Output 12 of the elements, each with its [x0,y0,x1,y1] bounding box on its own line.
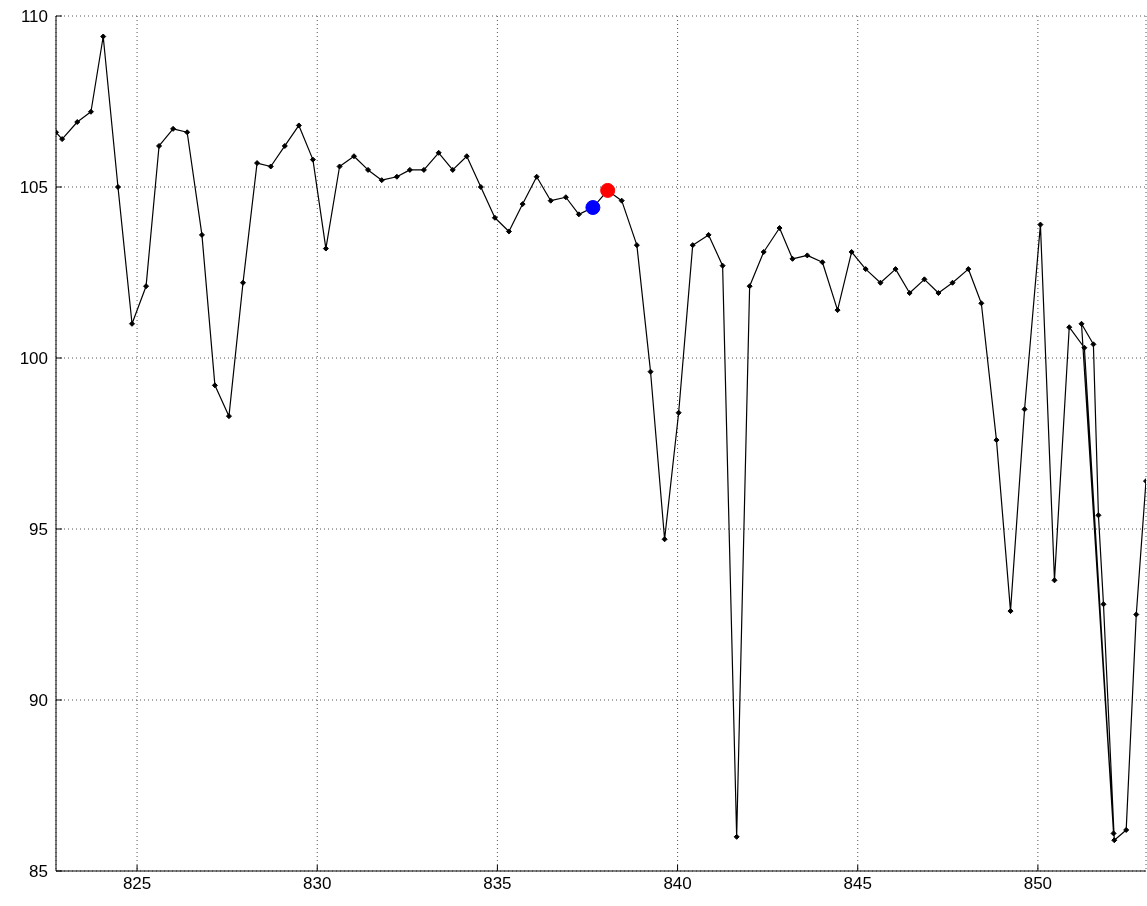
x-tick-label: 830 [303,874,332,894]
x-tick-label: 825 [122,874,152,894]
y-tick-label: 85 [29,862,48,882]
x-tick-label: 840 [663,874,692,894]
x-tick-label: 850 [1023,874,1053,894]
y-tick-label: 100 [19,349,48,369]
x-tick-label: 845 [843,874,872,894]
y-tick-label: 95 [29,520,48,540]
x-tick-label: 835 [483,874,512,894]
y-tick-label: 90 [29,691,48,711]
y-tick-label: 105 [19,178,48,198]
y-tick-label: 110 [20,7,48,27]
